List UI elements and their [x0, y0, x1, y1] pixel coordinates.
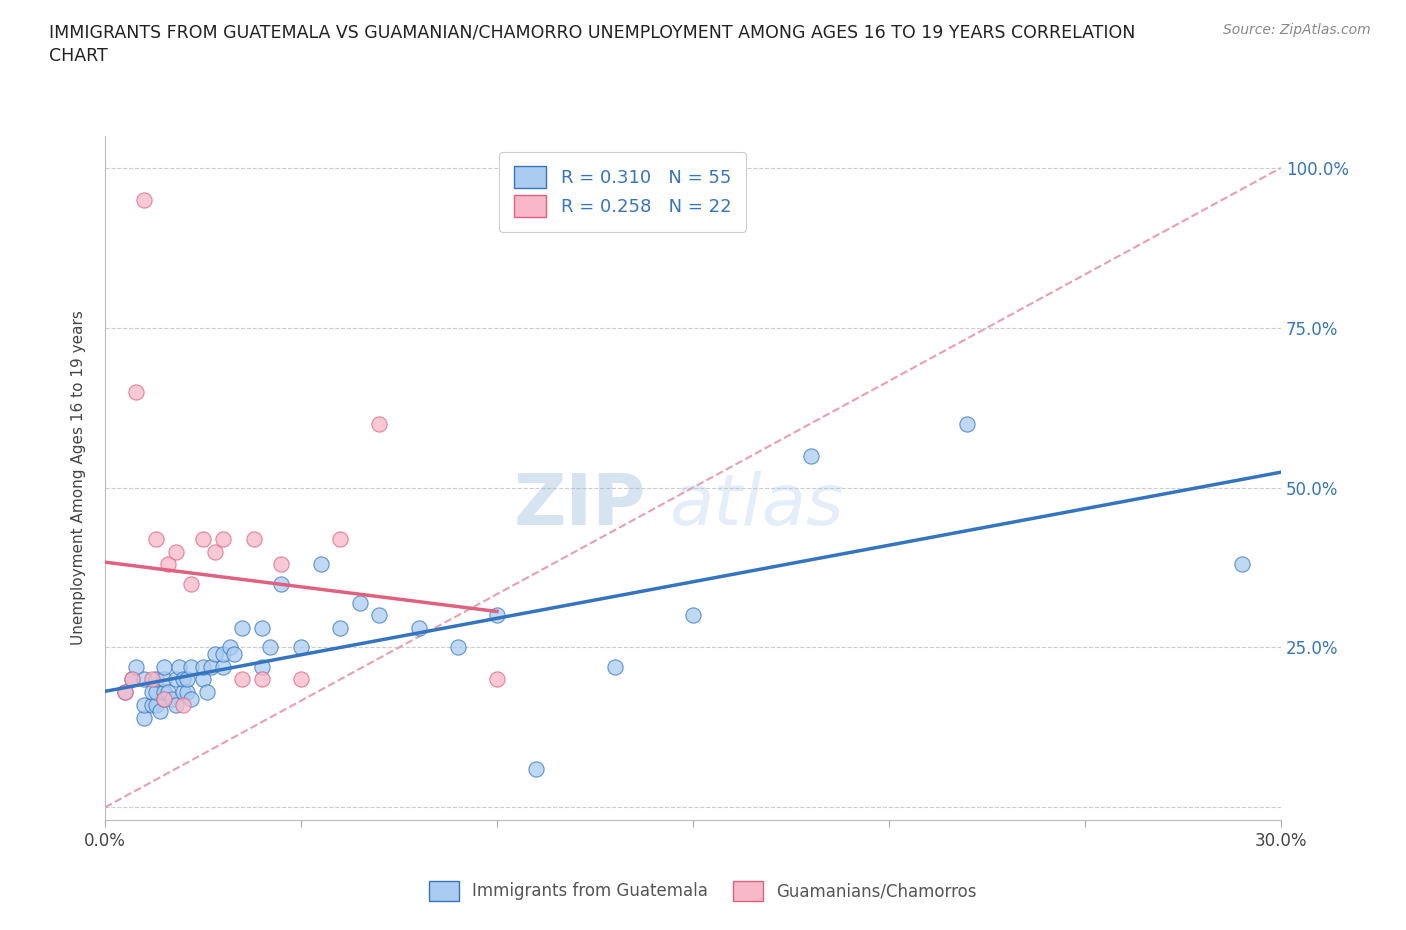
Point: [211, 646, 233, 661]
Point: [134, 711, 156, 725]
Point: [191, 672, 214, 687]
Point: [180, 576, 202, 591]
Point: [204, 544, 226, 559]
Point: [134, 698, 156, 712]
Point: [125, 384, 148, 399]
Point: [165, 544, 187, 559]
Point: [152, 659, 174, 674]
Point: [259, 640, 281, 655]
Point: [485, 672, 508, 687]
Point: [682, 608, 704, 623]
Point: [250, 672, 273, 687]
Point: [121, 672, 143, 687]
Point: [152, 691, 174, 706]
Point: [156, 684, 179, 699]
Point: [349, 595, 371, 610]
Point: [180, 659, 202, 674]
Point: [231, 621, 253, 636]
Text: atlas: atlas: [669, 471, 844, 539]
Point: [250, 659, 273, 674]
Text: IMMIGRANTS FROM GUATEMALA VS GUAMANIAN/CHAMORRO UNEMPLOYMENT AMONG AGES 16 TO 19: IMMIGRANTS FROM GUATEMALA VS GUAMANIAN/C…: [49, 23, 1136, 65]
Point: [603, 659, 626, 674]
Point: [149, 704, 172, 719]
Point: [145, 531, 167, 546]
Y-axis label: Unemployment Among Ages 16 to 19 years: Unemployment Among Ages 16 to 19 years: [72, 311, 86, 645]
Point: [134, 672, 156, 687]
Point: [270, 576, 292, 591]
Point: [172, 672, 194, 687]
Point: [290, 672, 312, 687]
Point: [485, 608, 508, 623]
Point: [114, 684, 136, 699]
Point: [191, 531, 214, 546]
Point: [145, 698, 167, 712]
Point: [145, 672, 167, 687]
Point: [243, 531, 266, 546]
Point: [141, 672, 163, 687]
Point: [134, 193, 156, 207]
Point: [195, 684, 218, 699]
Point: [524, 762, 547, 777]
Point: [447, 640, 470, 655]
Point: [368, 417, 391, 432]
Point: [180, 691, 202, 706]
Point: [114, 684, 136, 699]
Point: [329, 621, 352, 636]
Point: [1230, 557, 1253, 572]
Point: [200, 659, 222, 674]
Point: [145, 684, 167, 699]
Point: [156, 557, 179, 572]
Point: [125, 659, 148, 674]
Point: [152, 684, 174, 699]
Point: [169, 659, 191, 674]
Point: [368, 608, 391, 623]
Point: [309, 557, 332, 572]
Point: [141, 698, 163, 712]
Point: [176, 672, 198, 687]
Point: [165, 698, 187, 712]
Point: [224, 646, 246, 661]
Point: [172, 684, 194, 699]
Point: [270, 557, 292, 572]
Point: [152, 672, 174, 687]
Point: [956, 417, 979, 432]
Text: Source: ZipAtlas.com: Source: ZipAtlas.com: [1223, 23, 1371, 37]
Text: ZIP: ZIP: [513, 471, 645, 539]
Point: [191, 659, 214, 674]
Point: [160, 691, 183, 706]
Point: [219, 640, 242, 655]
Point: [408, 621, 430, 636]
Point: [211, 531, 233, 546]
Point: [141, 684, 163, 699]
Point: [290, 640, 312, 655]
Point: [800, 448, 823, 463]
Legend: Immigrants from Guatemala, Guamanians/Chamorros: Immigrants from Guatemala, Guamanians/Ch…: [422, 874, 984, 908]
Point: [329, 531, 352, 546]
Point: [231, 672, 253, 687]
Point: [176, 684, 198, 699]
Point: [204, 646, 226, 661]
Legend: R = 0.310   N = 55, R = 0.258   N = 22: R = 0.310 N = 55, R = 0.258 N = 22: [499, 152, 745, 232]
Point: [250, 621, 273, 636]
Point: [165, 672, 187, 687]
Point: [172, 698, 194, 712]
Point: [211, 659, 233, 674]
Point: [152, 691, 174, 706]
Point: [121, 672, 143, 687]
